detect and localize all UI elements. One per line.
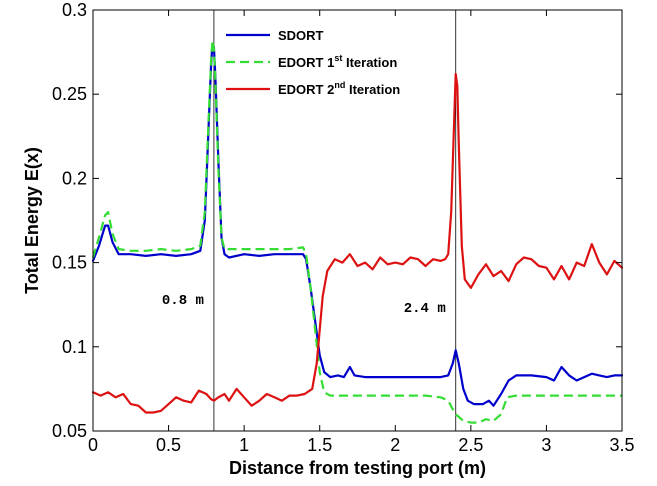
y-tick-label: 0.15: [52, 253, 87, 273]
series-line-2: [91, 39, 622, 424]
y-tick-label: 0.25: [52, 84, 87, 104]
legend-label-3: EDORT 2nd Iteration: [278, 80, 400, 97]
series-line-3: [91, 72, 624, 414]
legend-label-2: EDORT 1st Iteration: [278, 53, 397, 70]
x-tick-label: 0.5: [156, 435, 181, 455]
x-tick-label: 3: [541, 435, 551, 455]
annotation-label-2: 2.4 m: [404, 301, 446, 317]
x-axis-label: Distance from testing port (m): [229, 458, 486, 478]
x-tick-label: 2: [390, 435, 400, 455]
y-tick-label: 0.3: [62, 0, 87, 20]
plot-frame: [92, 9, 623, 432]
y-tick-label: 0.05: [52, 421, 87, 441]
x-tick-label: 2.5: [458, 435, 483, 455]
y-axis-label: Total Energy E(x): [22, 147, 42, 294]
annotation-label-1: 0.8 m: [162, 293, 204, 309]
legend-label-1: SDORT: [278, 28, 324, 43]
legend: SDORT EDORT 1st Iteration EDORT 2nd Iterat…: [226, 28, 400, 97]
x-tick-label: 1.5: [307, 435, 332, 455]
axis-ticks: 0 0.5 1 1.5 2 2.5 3 3.5 0.05 0.1 0.15 0.2 0.25 0.3: [52, 0, 635, 455]
series-layer: [91, 39, 624, 424]
y-tick-label: 0.1: [62, 337, 87, 357]
y-tick-label: 0.2: [62, 168, 87, 188]
x-tick-label: 0: [88, 435, 98, 455]
x-tick-label: 1: [239, 435, 249, 455]
annotations: 0.8 m 2.4 m: [162, 293, 446, 317]
x-tick-label: 3.5: [609, 435, 634, 455]
